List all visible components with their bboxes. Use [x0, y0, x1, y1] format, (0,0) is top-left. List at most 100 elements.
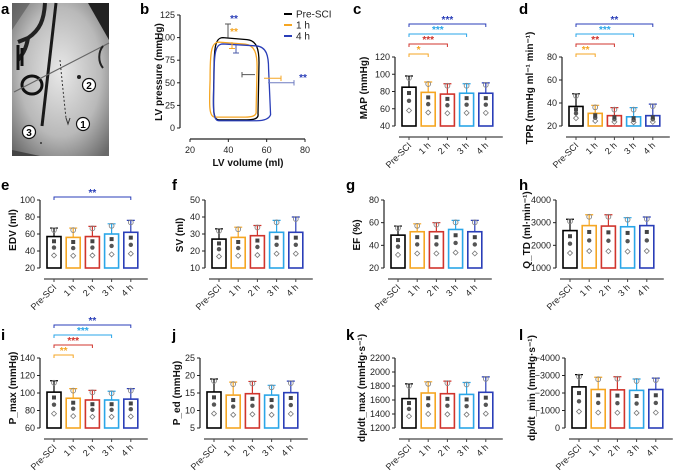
data-point [652, 409, 659, 416]
data-point [51, 402, 57, 407]
data-point [90, 402, 95, 407]
error-bar-pmax-4h [233, 43, 239, 54]
error-bar-pmax-1h [229, 42, 235, 49]
data-point [568, 234, 572, 239]
data-point [433, 221, 440, 228]
data-point [595, 409, 602, 416]
error-bar-edv-1h [264, 75, 282, 81]
data-point [254, 252, 261, 259]
data-point [212, 395, 216, 400]
significance-bracket [408, 53, 429, 57]
error-bar-edv-4h [268, 80, 295, 86]
x-tick-label: Pre-SCI [29, 442, 59, 472]
data-point [127, 250, 134, 257]
data-point [414, 222, 421, 229]
data-point [52, 395, 56, 400]
y-tick-label: 20 [25, 263, 35, 273]
data-point [471, 250, 478, 257]
data-point [644, 229, 649, 234]
data-point [606, 230, 611, 235]
panel-letter-e: e [1, 177, 9, 194]
panel-letter-j: j [171, 327, 176, 344]
x-tick-label: 2 h [436, 140, 452, 156]
significance-bracket [53, 334, 113, 338]
y-tick-label: 80 [25, 212, 35, 222]
data-point [606, 238, 611, 243]
significance-bracket [53, 344, 93, 348]
y-tick-label: −1000 [535, 406, 560, 416]
significance-bracket [575, 23, 654, 27]
data-point [464, 96, 469, 101]
data-point [395, 244, 401, 249]
significance-label: * [417, 45, 421, 56]
y-axis-label: LV pressure (mmHg) [154, 23, 165, 121]
data-point [586, 213, 593, 220]
y-tick-label: 80 [547, 52, 557, 62]
x-tick-label: 4 h [641, 140, 657, 156]
data-point [445, 103, 450, 108]
x-tick-label: 2 h [241, 442, 257, 458]
significance-label: *** [442, 15, 454, 26]
data-point [407, 91, 411, 96]
y-tick-label: 1200 [370, 423, 390, 433]
data-point [434, 235, 439, 240]
data-point [51, 227, 57, 233]
marker-3: 3 [21, 124, 37, 140]
svg-text:1: 1 [80, 120, 86, 131]
data-point [109, 243, 114, 249]
data-point [216, 247, 222, 252]
significance-edv-4h: ** [299, 73, 307, 84]
panel-letter-h: h [519, 177, 528, 194]
data-point [71, 239, 76, 244]
x-tick-label: 3 h [625, 442, 641, 458]
data-point [128, 401, 133, 406]
significance-bracket [53, 354, 74, 358]
y-tick-label: 80 [369, 195, 379, 205]
data-point [254, 224, 261, 231]
data-point [612, 115, 617, 120]
marker-1: 1 [75, 116, 91, 132]
data-point [273, 219, 280, 226]
x-tick-label: 3 h [616, 282, 632, 298]
x-tick-label: 3 h [455, 140, 471, 156]
data-point [445, 403, 450, 408]
data-point [89, 225, 96, 232]
data-point [71, 406, 76, 411]
y-tick-label: 60 [380, 104, 390, 114]
x-tick-label: 2 h [81, 442, 97, 458]
x-tick-label: 1 h [578, 282, 594, 298]
data-point [70, 252, 77, 259]
pv-loop-1-h [208, 41, 258, 118]
data-point [249, 411, 256, 418]
y-tick-label: 5 [190, 423, 195, 433]
data-point [576, 399, 582, 404]
significance-label: *** [432, 25, 444, 36]
data-point [573, 111, 579, 116]
panel-letter-d: d [519, 1, 528, 18]
y-axis-label: EDV (ml) [8, 209, 19, 251]
data-point [624, 216, 631, 223]
data-point [472, 235, 477, 240]
data-point [633, 378, 640, 384]
y-tick-label: 120 [375, 52, 390, 62]
significance-bracket [408, 23, 487, 27]
panel-d: d 20 40 60 80 TPR (mmHg ml⁻¹ min⁻¹) Pre-SCI 1 h… [519, 1, 670, 170]
significance-label: *** [599, 25, 611, 36]
legend-label: 4 h [296, 32, 310, 43]
x-tick-label: Pre-SCI [189, 442, 219, 472]
significance-bracket [53, 324, 132, 328]
y-tick-label: 140 [20, 353, 35, 363]
data-point [287, 410, 294, 417]
data-point [235, 226, 242, 233]
data-point [274, 242, 279, 247]
y-tick-label: 20 [185, 371, 195, 381]
data-point [649, 103, 656, 110]
data-point [293, 235, 298, 240]
data-point [587, 238, 592, 243]
x-tick-label: 4 h [119, 442, 135, 458]
y-tick-label: 40 [369, 240, 379, 250]
y-tick-label: 4000 [531, 195, 551, 205]
y-tick-label: −2000 [535, 388, 560, 398]
data-point [406, 383, 412, 389]
